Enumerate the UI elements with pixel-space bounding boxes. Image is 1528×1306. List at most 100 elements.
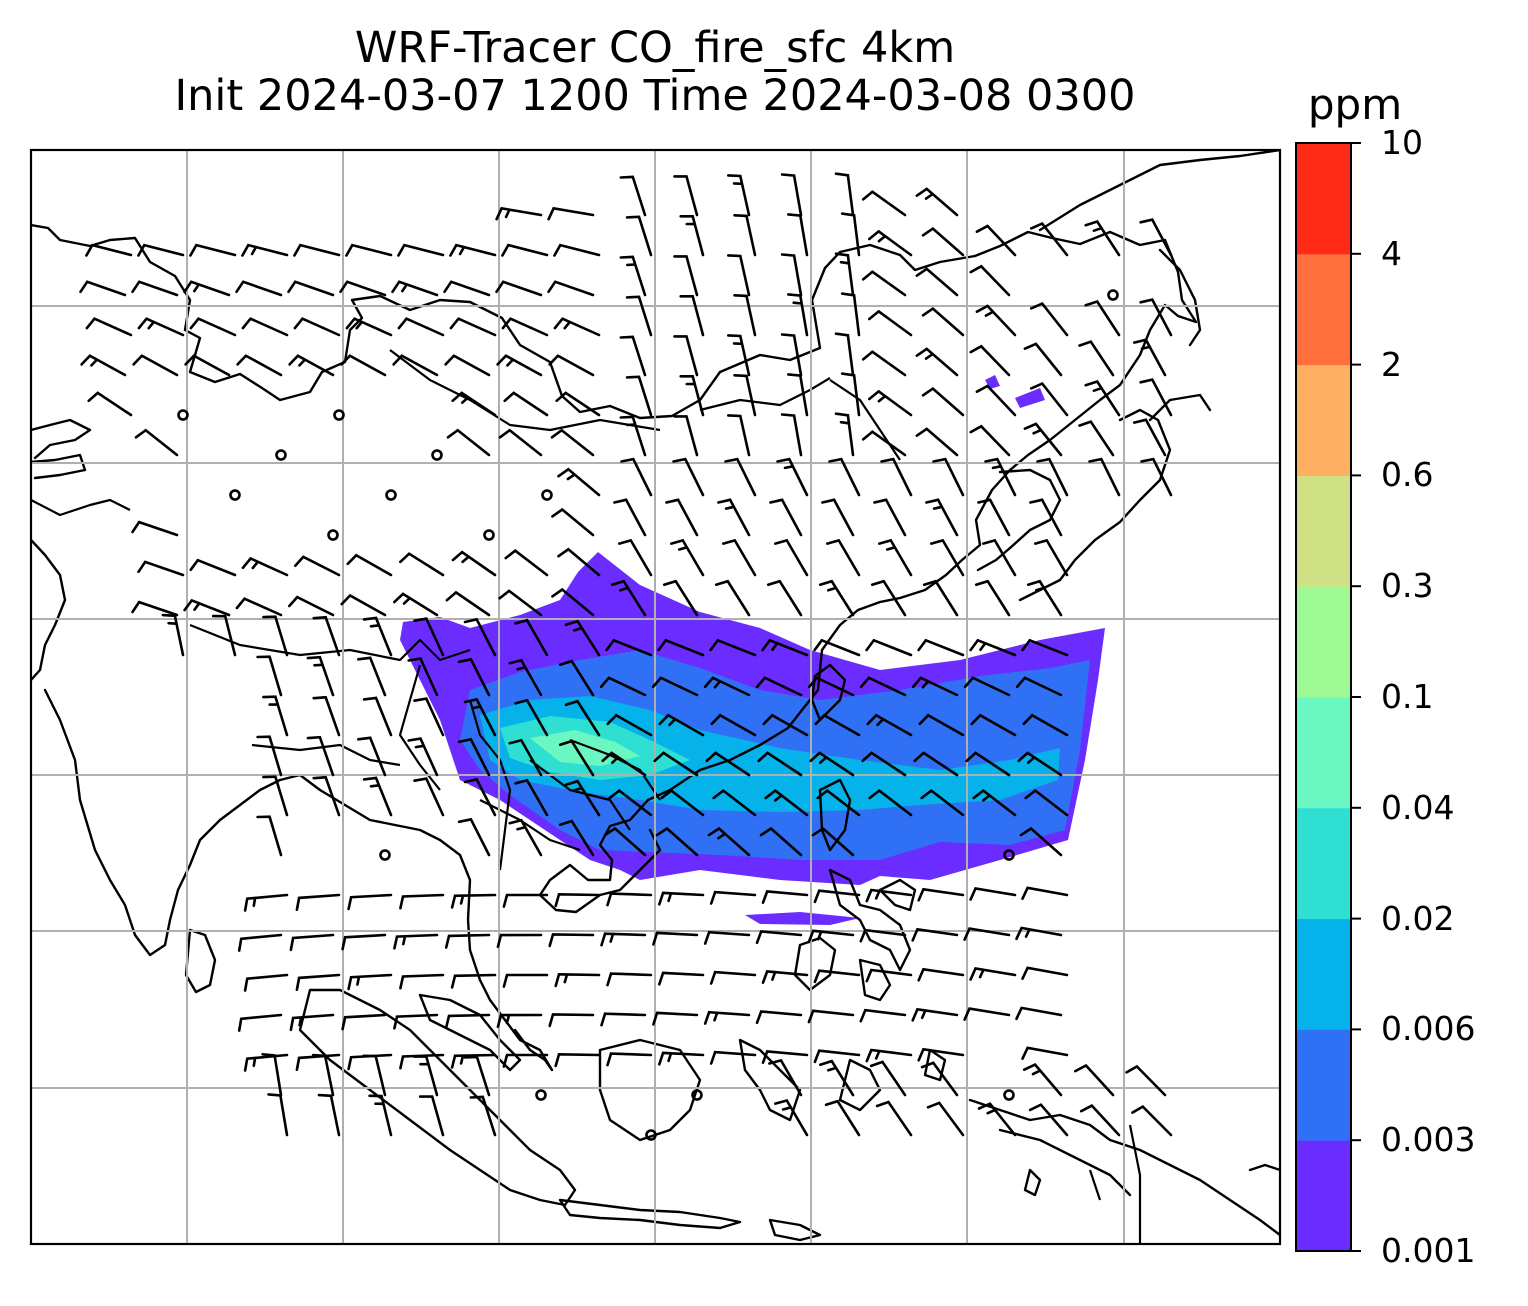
- wind-barb: [183, 598, 231, 617]
- wind-barb: [606, 892, 653, 907]
- wind-barb: [339, 280, 387, 297]
- wind-barbs: [79, 172, 1173, 1141]
- wind-barb: [861, 190, 907, 217]
- wind-barb: [840, 212, 861, 257]
- wind-barb: [391, 280, 439, 297]
- wind-barb: [868, 788, 913, 817]
- wind-barb: [764, 788, 809, 817]
- wind-barb: [620, 457, 653, 497]
- wind-barb: [1139, 218, 1173, 257]
- colorbar-tick-label: 10: [1381, 123, 1423, 162]
- colorbar-segment: [1296, 918, 1351, 1030]
- wind-barb: [655, 826, 699, 857]
- wind-barb: [457, 657, 491, 697]
- wind-barb: [816, 788, 861, 817]
- wind-barb: [982, 538, 1017, 577]
- wind-barb: [813, 638, 861, 657]
- wind-barb: [564, 779, 601, 817]
- wind-barb: [813, 889, 861, 904]
- wind-barb: [774, 1098, 809, 1137]
- wind-barb: [235, 597, 283, 617]
- wind-barb: [1022, 713, 1069, 737]
- wind-barb: [807, 1009, 855, 1024]
- wind-barb: [134, 428, 179, 457]
- wind-barb: [132, 354, 179, 377]
- wind-barb: [755, 676, 803, 697]
- wind-barb: [564, 699, 601, 737]
- wind-barb: [925, 498, 959, 537]
- wind-barb: [340, 593, 387, 617]
- wind-barb: [241, 243, 289, 257]
- wind-barb: [463, 1055, 491, 1097]
- wind-barb: [915, 187, 959, 217]
- wind-barb: [243, 1053, 289, 1072]
- colorbar-tick-label: 0.6: [1381, 455, 1434, 495]
- wind-barb: [834, 172, 855, 217]
- wind-barb: [652, 1011, 699, 1026]
- wind-barb: [345, 317, 393, 337]
- wind-barb: [496, 354, 543, 377]
- wind-barb: [727, 254, 751, 297]
- wind-barb: [761, 890, 809, 904]
- wind-barb: [137, 560, 185, 577]
- colorbar-tick-label: 0.1: [1381, 677, 1434, 716]
- wind-barb: [652, 931, 699, 946]
- wind-barb: [875, 1100, 913, 1137]
- wind-barb: [859, 1008, 907, 1023]
- wind-barb: [502, 893, 549, 908]
- colorbar-tick-label: 4: [1381, 233, 1402, 273]
- wind-barb: [341, 1013, 387, 1031]
- wind-barb: [780, 413, 803, 457]
- wind-barb: [450, 893, 497, 909]
- wind-barb: [880, 457, 913, 497]
- chart-title: WRF-Tracer CO_fire_sfc 4km Init 2024-03-…: [30, 24, 1280, 120]
- wind-barb: [670, 538, 705, 577]
- wind-barb: [289, 933, 335, 952]
- wind-barb: [553, 317, 601, 337]
- wind-barb: [256, 655, 283, 697]
- wind-barb: [618, 538, 653, 577]
- wind-barb: [712, 788, 757, 817]
- wind-barb: [345, 243, 393, 257]
- wind-barb: [413, 777, 445, 817]
- wind-barb: [917, 967, 965, 982]
- wind-barb: [619, 335, 647, 377]
- wind-barb: [557, 547, 601, 577]
- wind-barb: [861, 751, 907, 777]
- wind-barb: [733, 294, 757, 337]
- wind-barb: [306, 655, 335, 697]
- wind-barb: [558, 739, 595, 777]
- wind-barb: [818, 579, 855, 617]
- title-line-1: WRF-Tracer CO_fire_sfc 4km: [354, 23, 956, 73]
- wind-barb: [757, 751, 803, 777]
- wind-barb: [399, 1053, 445, 1070]
- wind-barb: [287, 280, 335, 297]
- wind-barb: [972, 788, 1017, 817]
- wind-barb: [762, 713, 809, 737]
- wind-barb: [970, 713, 1017, 737]
- wind-barb: [651, 676, 699, 697]
- wind-barb: [407, 737, 439, 777]
- wind-barb: [503, 391, 549, 417]
- wind-barb: [826, 538, 861, 577]
- wind-barb: [1015, 676, 1063, 697]
- colorbar-unit-label: ppm: [1307, 80, 1403, 129]
- wind-barb: [859, 928, 907, 943]
- wind-barb: [911, 1007, 959, 1022]
- wind-barb: [975, 224, 1017, 257]
- wind-barb: [761, 638, 809, 657]
- wind-barb: [1028, 1103, 1069, 1137]
- colorbar-segment: [1296, 1029, 1351, 1141]
- wind-barb: [977, 498, 1011, 537]
- wind-barb: [288, 595, 335, 617]
- wind-barb: [189, 317, 237, 337]
- wind-barb: [85, 317, 133, 337]
- wind-barb: [1015, 1006, 1063, 1021]
- wind-barb: [508, 818, 543, 857]
- wind-barb: [911, 927, 959, 942]
- wind-barb: [451, 391, 497, 417]
- wind-barb: [551, 507, 595, 537]
- wind-barb: [1139, 298, 1173, 337]
- wind-barb: [311, 1053, 335, 1097]
- wind-barb: [211, 614, 237, 657]
